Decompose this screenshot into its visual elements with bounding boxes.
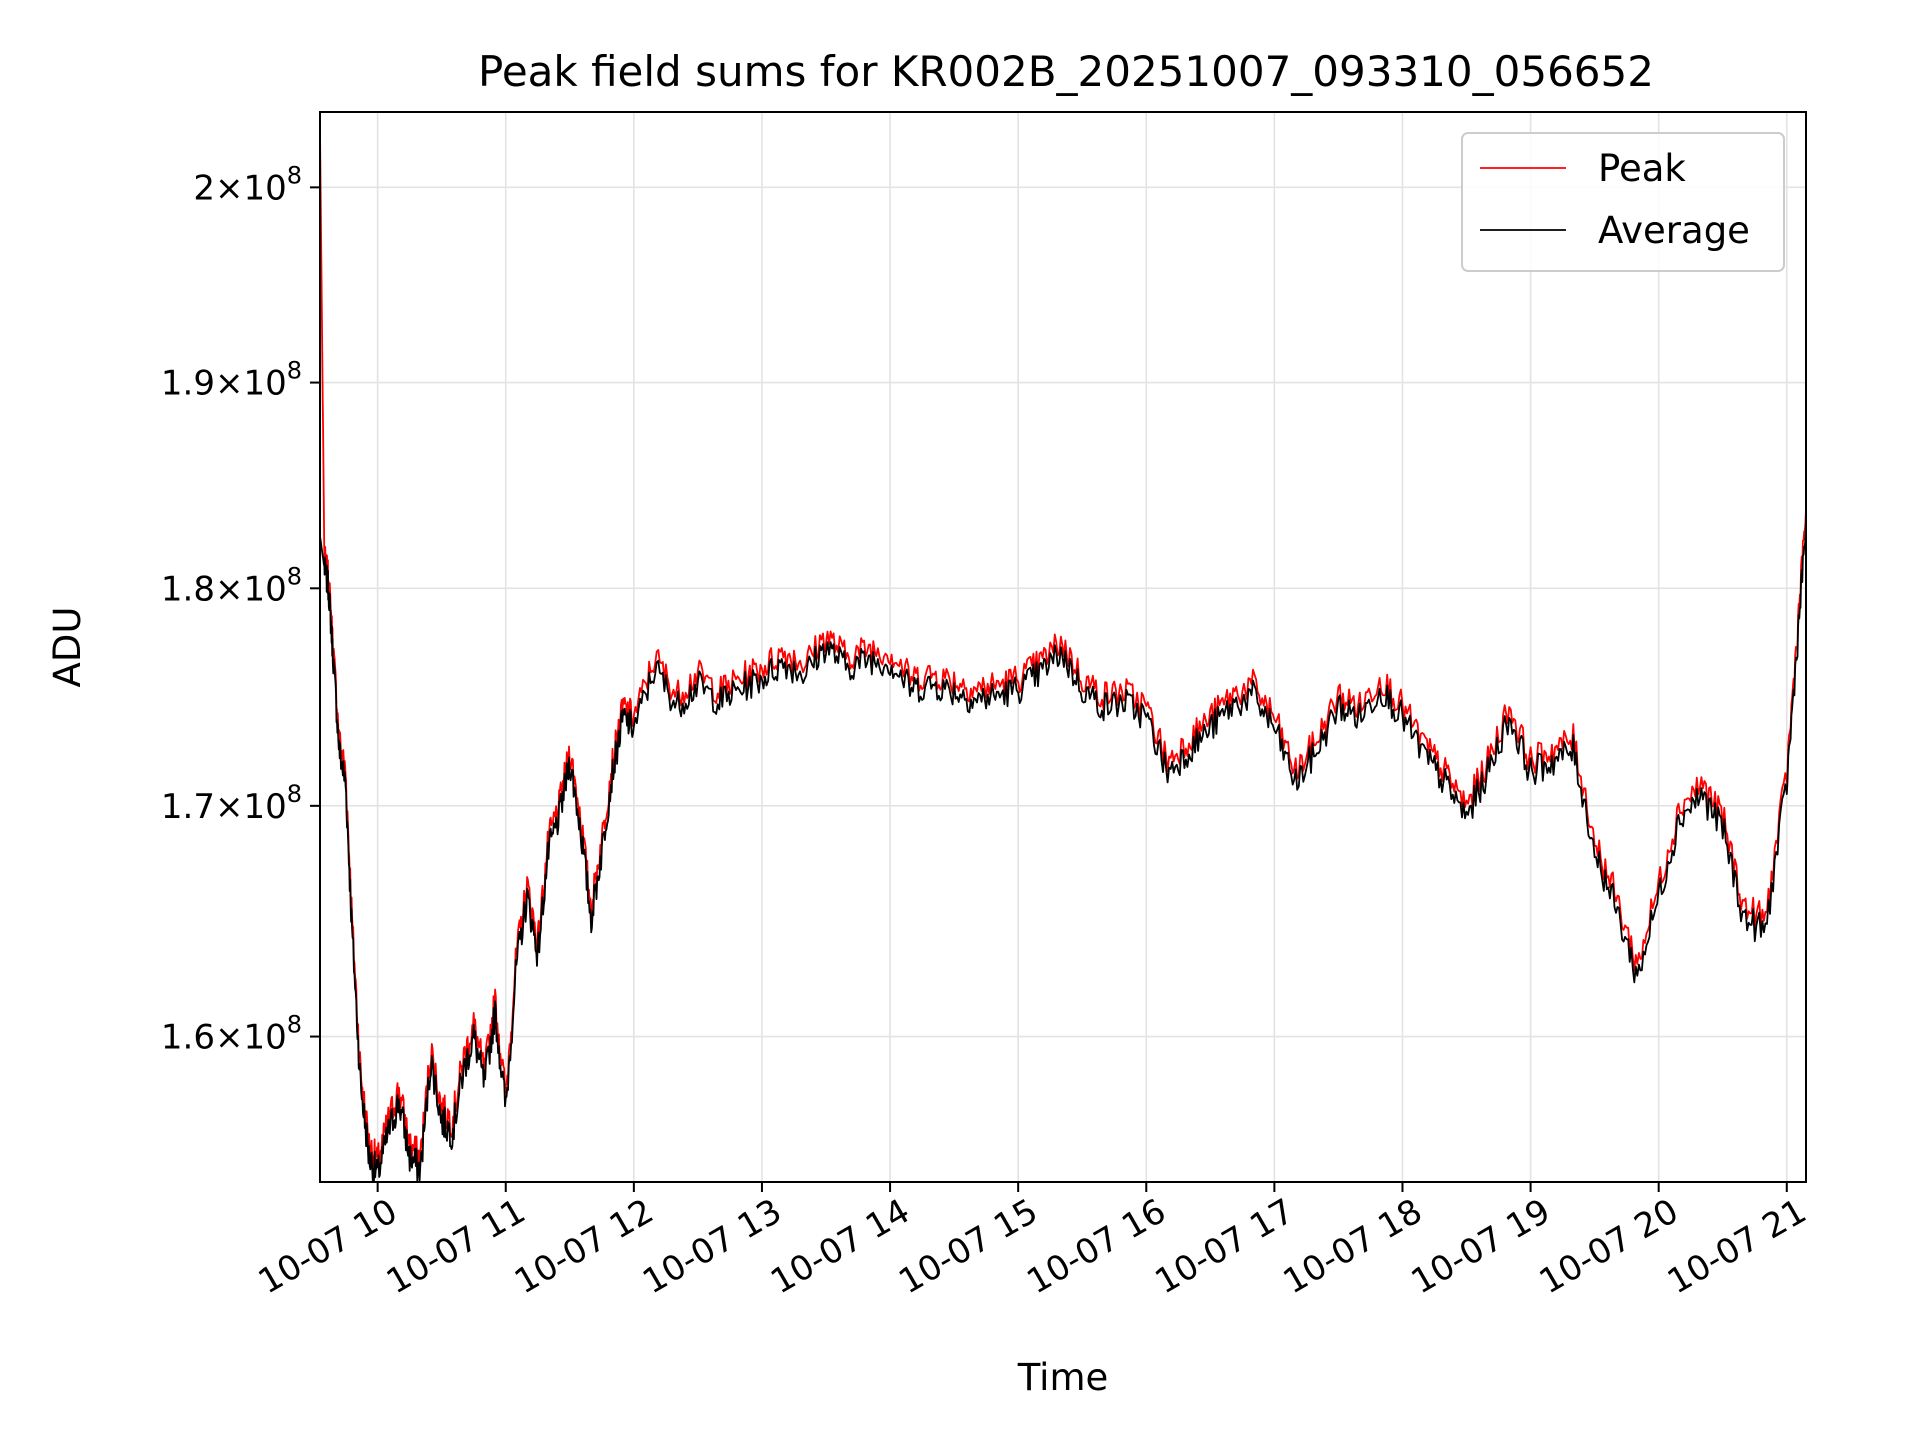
y-tick-mantissa: 1.7 bbox=[161, 787, 215, 827]
y-tick-mantissa: 2 bbox=[193, 168, 215, 208]
y-tick-exponent: 8 bbox=[287, 562, 302, 590]
plot-series bbox=[320, 130, 1806, 1182]
y-tick-label: 1.6×108 bbox=[161, 1011, 302, 1058]
grid-layer bbox=[320, 112, 1806, 1182]
y-tick-label: 1.9×108 bbox=[161, 357, 302, 404]
y-tick-times: ×10 bbox=[215, 787, 287, 827]
y-tick-times: ×10 bbox=[215, 364, 287, 404]
series-line-peak bbox=[320, 130, 1806, 1171]
y-tick-mantissa: 1.6 bbox=[161, 1018, 215, 1058]
legend-label-average: Average bbox=[1598, 209, 1750, 252]
y-tick-label: 1.7×108 bbox=[161, 780, 302, 827]
plot-frame bbox=[319, 111, 1807, 1183]
y-tick-times: ×10 bbox=[215, 1018, 287, 1058]
y-tick-times: ×10 bbox=[215, 168, 287, 208]
legend-label-peak: Peak bbox=[1598, 147, 1686, 190]
x-axis-label: Time bbox=[1017, 1356, 1109, 1399]
y-tick-exponent: 8 bbox=[287, 161, 302, 189]
y-tick-times: ×10 bbox=[215, 569, 287, 609]
y-tick-mantissa: 1.8 bbox=[161, 569, 215, 609]
y-tick-label: 2×108 bbox=[193, 161, 302, 208]
series-line-average bbox=[320, 525, 1806, 1182]
y-tick-exponent: 8 bbox=[287, 1011, 302, 1039]
y-axis-label: ADU bbox=[46, 607, 89, 688]
y-tick-label: 1.8×108 bbox=[161, 562, 302, 609]
y-tick-exponent: 8 bbox=[287, 780, 302, 808]
chart-title: Peak field sums for KR002B_20251007_0933… bbox=[478, 47, 1654, 96]
y-tick-exponent: 8 bbox=[287, 357, 302, 385]
legend: Peak Average bbox=[1461, 132, 1785, 272]
y-tick-mantissa: 1.9 bbox=[161, 364, 215, 404]
